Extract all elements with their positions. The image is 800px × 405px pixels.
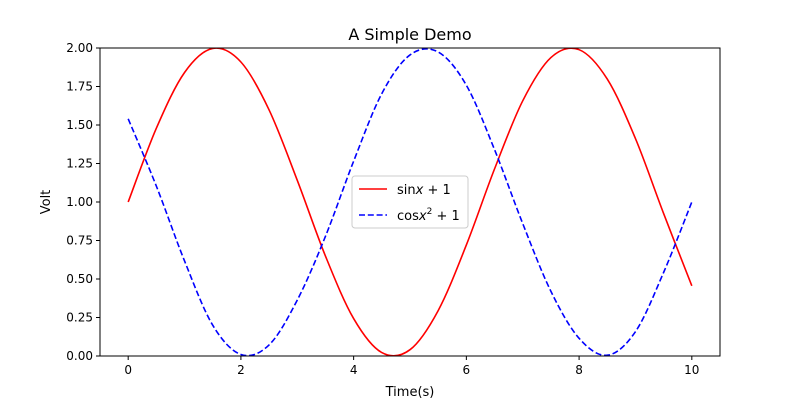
y-tick-label: 0.50 bbox=[66, 272, 93, 286]
y-tick-label: 1.25 bbox=[66, 157, 93, 171]
y-tick-label: 2.00 bbox=[66, 41, 93, 55]
y-tick-label: 1.50 bbox=[66, 118, 93, 132]
series-line-1 bbox=[127, 48, 693, 356]
series-line-2 bbox=[127, 48, 693, 356]
y-axis: 0.00 0.25 0.50 0.75 1.00 1.25 1.50 1.75 2.00 bbox=[66, 41, 100, 363]
series-layer bbox=[127, 48, 693, 356]
x-axis-label: Time(s) bbox=[385, 385, 435, 400]
y-axis-label: Volt bbox=[39, 190, 54, 215]
y-tick-label: 1.75 bbox=[66, 80, 93, 94]
x-tick-label: 10 bbox=[684, 363, 699, 377]
x-tick-label: 8 bbox=[575, 363, 583, 377]
legend: sinx + 1 cosx2 + 1 bbox=[351, 175, 469, 229]
chart-title: A Simple Demo bbox=[348, 25, 471, 44]
x-tick-label: 6 bbox=[463, 363, 471, 377]
y-tick-label: 0.00 bbox=[66, 349, 93, 363]
x-axis: 0 2 4 6 8 10 bbox=[124, 356, 699, 377]
x-tick-label: 0 bbox=[124, 363, 132, 377]
legend-label-2: cosx2 + 1 bbox=[397, 207, 460, 224]
y-tick-label: 0.75 bbox=[66, 234, 93, 248]
y-tick-label: 1.00 bbox=[66, 195, 93, 209]
y-tick-label: 0.25 bbox=[66, 311, 93, 325]
x-tick-label: 4 bbox=[350, 363, 358, 377]
legend-label-1: sinx + 1 bbox=[397, 183, 451, 198]
x-tick-label: 2 bbox=[237, 363, 245, 377]
